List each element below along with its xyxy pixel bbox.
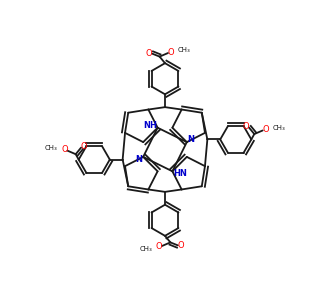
Text: N: N xyxy=(187,135,194,144)
Text: O: O xyxy=(168,48,174,57)
Text: CH₃: CH₃ xyxy=(140,246,152,252)
Text: NH: NH xyxy=(143,121,157,130)
Text: HN: HN xyxy=(173,169,187,178)
Text: O: O xyxy=(146,48,152,57)
Text: O: O xyxy=(262,125,269,134)
Text: N: N xyxy=(136,155,143,164)
Text: O: O xyxy=(178,242,184,251)
Text: O: O xyxy=(81,142,87,151)
Text: O: O xyxy=(243,122,249,131)
Text: CH₃: CH₃ xyxy=(45,145,58,151)
Text: O: O xyxy=(61,146,68,155)
Text: CH₃: CH₃ xyxy=(178,47,190,53)
Text: CH₃: CH₃ xyxy=(272,125,285,131)
Text: O: O xyxy=(156,242,162,251)
